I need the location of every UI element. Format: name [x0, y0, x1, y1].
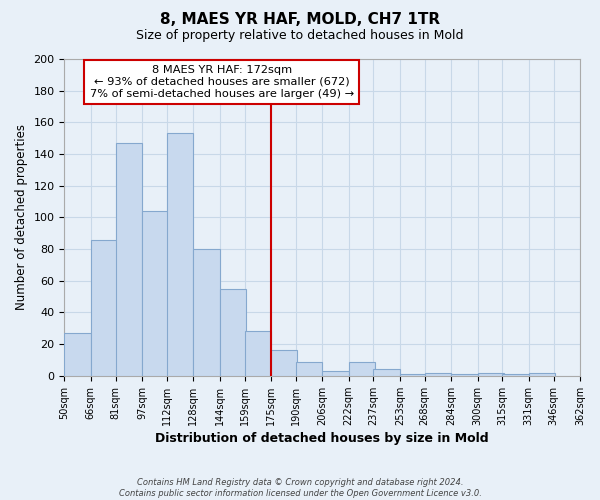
Bar	[116, 143, 142, 376]
Text: Contains HM Land Registry data © Crown copyright and database right 2024.
Contai: Contains HM Land Registry data © Crown c…	[119, 478, 481, 498]
Bar	[529, 372, 555, 376]
Text: 8 MAES YR HAF: 172sqm
← 93% of detached houses are smaller (672)
7% of semi-deta: 8 MAES YR HAF: 172sqm ← 93% of detached …	[89, 66, 354, 98]
Bar	[91, 240, 117, 376]
Text: Size of property relative to detached houses in Mold: Size of property relative to detached ho…	[136, 29, 464, 42]
Bar	[451, 374, 478, 376]
Bar	[400, 374, 427, 376]
Bar	[425, 372, 451, 376]
Text: 8, MAES YR HAF, MOLD, CH7 1TR: 8, MAES YR HAF, MOLD, CH7 1TR	[160, 12, 440, 28]
Bar	[296, 362, 322, 376]
Y-axis label: Number of detached properties: Number of detached properties	[15, 124, 28, 310]
Bar	[478, 372, 504, 376]
X-axis label: Distribution of detached houses by size in Mold: Distribution of detached houses by size …	[155, 432, 489, 445]
Bar	[167, 134, 193, 376]
Bar	[193, 249, 220, 376]
Bar	[322, 371, 349, 376]
Bar	[220, 288, 246, 376]
Bar	[245, 332, 271, 376]
Bar	[271, 350, 298, 376]
Bar	[373, 370, 400, 376]
Bar	[64, 333, 91, 376]
Bar	[142, 211, 169, 376]
Bar	[502, 374, 529, 376]
Bar	[349, 362, 375, 376]
